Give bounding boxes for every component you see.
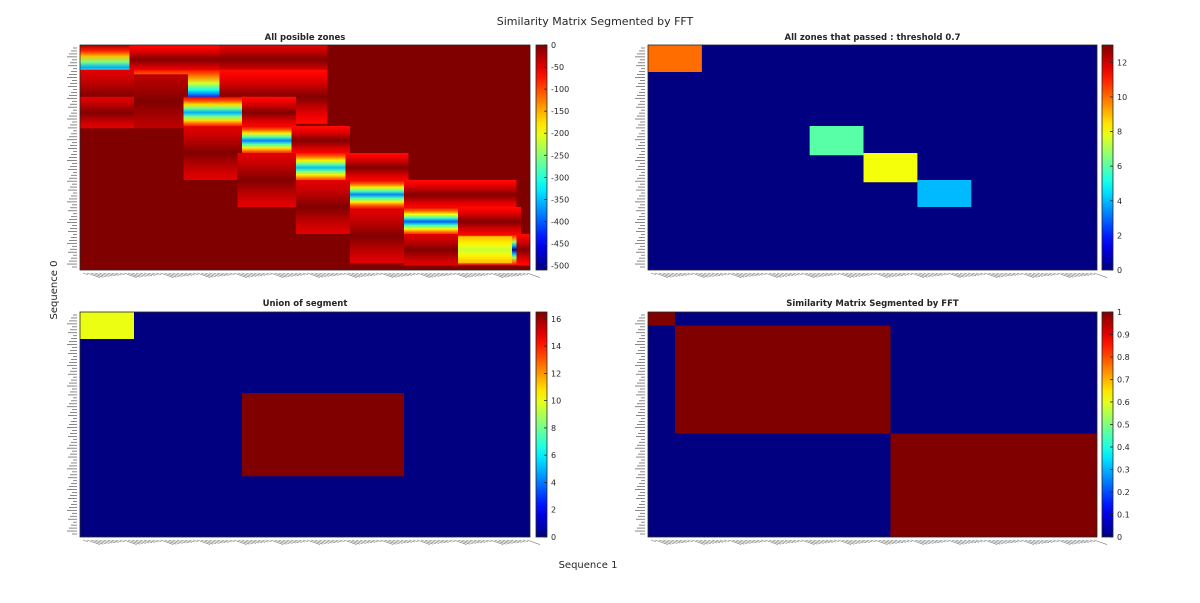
plot-frame xyxy=(79,44,531,271)
colorbar-tick-label: -50 xyxy=(551,63,564,72)
x-axis-label: Sequence 1 xyxy=(559,560,618,571)
colorbar-tick-label: 0.2 xyxy=(1117,488,1130,497)
colorbar-tick-label: 0 xyxy=(551,41,556,50)
heatmap-cell xyxy=(809,126,864,156)
heatmap-cell xyxy=(890,433,1097,537)
heatmap-cell xyxy=(296,180,350,234)
heatmap-cell xyxy=(458,236,512,264)
heatmap-cell xyxy=(404,234,458,266)
colorbar-tick-label: -100 xyxy=(551,85,569,94)
y-tick-labels xyxy=(67,47,77,268)
heatmap-cell xyxy=(80,96,134,129)
heatmap-cell xyxy=(242,96,296,129)
heatmap-cell xyxy=(863,153,918,183)
colorbar-tick-label: 8 xyxy=(1117,128,1122,137)
heatmap-cell xyxy=(80,312,134,339)
heatmap-cell xyxy=(404,180,517,210)
heatmap-cell xyxy=(458,207,521,237)
colorbar-tick-label: 8 xyxy=(551,424,556,433)
heatmap-cell xyxy=(183,126,242,180)
colorbar-tick-label: -400 xyxy=(551,217,569,226)
colorbar-tick-label: 6 xyxy=(1117,162,1122,171)
colorbar-tick-label: -250 xyxy=(551,151,569,160)
heatmap-cell xyxy=(350,209,404,264)
plot-frame xyxy=(647,311,1098,538)
colorbar-tick-label: 0.6 xyxy=(1117,398,1130,407)
colorbar-tick-label: 0 xyxy=(1117,533,1122,542)
heatmap-cell xyxy=(345,153,409,183)
colorbar-tick-label: -150 xyxy=(551,107,569,116)
colorbar-tick-label: 2 xyxy=(551,506,556,515)
colorbar-tick-label: 12 xyxy=(551,369,561,378)
colorbar-tick-label: 4 xyxy=(1117,197,1122,206)
colorbar-tick-label: 0.4 xyxy=(1117,443,1130,452)
heatmap-cell xyxy=(291,126,350,156)
colorbar-tick-label: 0 xyxy=(1117,266,1122,275)
colorbar-tick-label: 0.9 xyxy=(1117,331,1130,340)
colorbar-tick-label: 0.8 xyxy=(1117,353,1130,362)
colorbar-tick-label: 12 xyxy=(1117,58,1127,67)
panel-all-posible-zones: All posible zones 0 -50 -100 -150 -200 -250 -30… xyxy=(67,33,569,278)
heatmap-cell xyxy=(219,45,328,75)
colorbar: 0 2 4 6 8 10 12 14 16 xyxy=(535,311,561,542)
colorbar-tick-label: 0.5 xyxy=(1117,421,1130,430)
y-tick-labels xyxy=(67,314,77,535)
panel-title: All zones that passed : threshold 0.7 xyxy=(784,33,960,43)
colorbar-tick-label: -350 xyxy=(551,195,569,204)
x-tick-labels xyxy=(82,539,541,545)
heatmap-cell xyxy=(917,180,972,207)
colorbar-tick-label: 2 xyxy=(1117,231,1122,240)
heatmap-cell xyxy=(648,312,675,326)
y-tick-labels xyxy=(635,47,645,268)
colorbar-tick-label: 10 xyxy=(551,397,561,406)
colorbar-tick-label: 6 xyxy=(551,451,556,460)
heatmap-cell xyxy=(648,45,702,72)
y-tick-labels xyxy=(635,314,645,535)
x-tick-labels xyxy=(650,272,1108,278)
colorbar: 0 2 4 6 8 10 12 xyxy=(1101,44,1127,275)
colorbar-tick-label: -300 xyxy=(551,173,569,182)
heatmap-cell xyxy=(242,393,404,477)
colorbar-tick-label: 0.7 xyxy=(1117,376,1130,385)
colorbar-tick-label: 10 xyxy=(1117,93,1127,102)
colorbar-tick-label: 0 xyxy=(551,533,556,542)
plot-frame xyxy=(79,311,531,538)
heatmap-cell xyxy=(516,234,530,266)
colorbar-tick-label: 16 xyxy=(551,315,561,324)
heatmap-cell xyxy=(674,325,891,434)
x-tick-labels xyxy=(650,539,1108,545)
colorbar: 0 0.1 0.2 0.3 0.4 0.5 0.6 0.7 0.8 0.9 1 xyxy=(1101,308,1130,542)
colorbar: 0 -50 -100 -150 -200 -250 -300 -350 -400 -450 -500 xyxy=(535,41,569,271)
y-axis-label: Sequence 0 xyxy=(49,261,60,320)
colorbar-tick-label: 0.1 xyxy=(1117,511,1130,520)
panel-union-of-segment: Union of segment 0 2 4 6 8 10 12 14 16 xyxy=(67,299,561,545)
colorbar-tick-label: 14 xyxy=(551,342,561,351)
colorbar-tick-label: 4 xyxy=(551,478,556,487)
colorbar-tick-label: 0.3 xyxy=(1117,466,1130,475)
colorbar-tick-label: 1 xyxy=(1117,308,1122,317)
heatmap-cell xyxy=(134,74,188,129)
colorbar-tick-label: -450 xyxy=(551,240,569,249)
figure-title: Similarity Matrix Segmented by FFT xyxy=(497,15,694,28)
colorbar-tick-label: -200 xyxy=(551,129,569,138)
plot-frame xyxy=(647,44,1098,271)
x-tick-labels xyxy=(82,272,541,278)
colorbar-tick-label: -500 xyxy=(551,262,569,271)
panel-title: All posible zones xyxy=(265,33,346,43)
panel-title: Union of segment xyxy=(263,299,348,309)
heatmap-cell xyxy=(237,153,296,207)
panel-similarity-matrix: Similarity Matrix Segmented by FFT 0 0.1 0.… xyxy=(635,299,1130,545)
panel-zones-passed-threshold: All zones that passed : threshold 0.7 0 2 4… xyxy=(635,33,1127,278)
panel-title: Similarity Matrix Segmented by FFT xyxy=(786,299,959,309)
